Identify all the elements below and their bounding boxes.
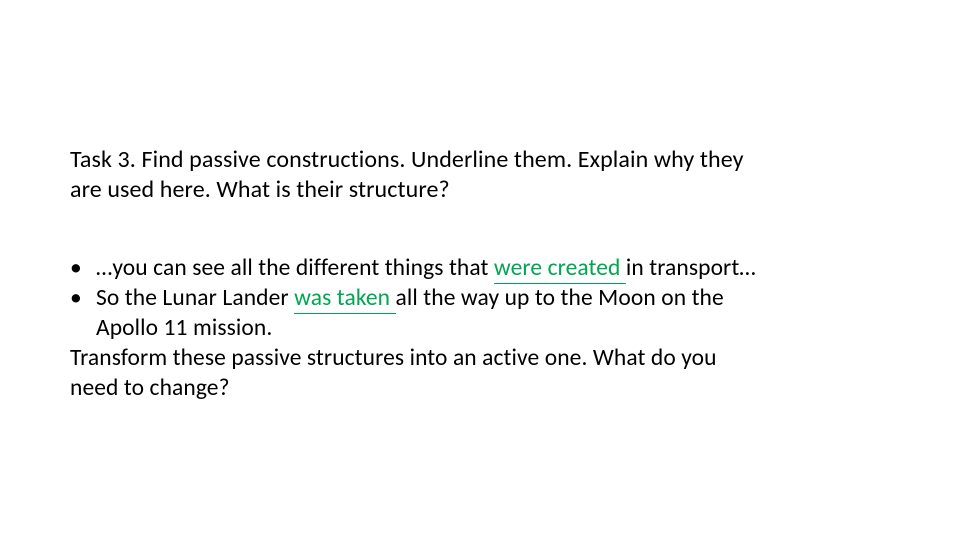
bullet-dot-icon: • [70,253,96,283]
bullet-1-pre: …you can see all the different things th… [96,254,494,282]
bullet-item-1: • …you can see all the different things … [70,253,890,283]
title-line-1: Task 3. Find passive constructions. Unde… [70,145,744,174]
bullet-1-post: in transport… [626,254,756,282]
bullet-1-text: …you can see all the different things th… [96,253,890,283]
slide: Task 3. Find passive constructions. Unde… [0,0,960,540]
bullet-item-2: • So the Lunar Lander was taken all the … [70,283,890,313]
bullet-2-text: So the Lunar Lander was taken all the wa… [96,283,890,313]
followup-line-2: need to change? [70,373,890,403]
body-text: • …you can see all the different things … [70,253,890,403]
title-line-2: are used here. What is their structure? [70,175,450,204]
bullet-dot-icon: • [70,283,96,313]
bullet-2-underlined: was taken [294,284,395,314]
bullet-2-post: all the way up to the Moon on the [396,284,724,312]
followup-line-1: Transform these passive structures into … [70,343,890,373]
task-title: Task 3. Find passive constructions. Unde… [70,145,890,205]
bullet-2-pre: So the Lunar Lander [96,284,294,312]
bullet-1-underlined: were created [494,254,626,284]
bullet-2-continuation: Apollo 11 mission. [70,313,890,343]
